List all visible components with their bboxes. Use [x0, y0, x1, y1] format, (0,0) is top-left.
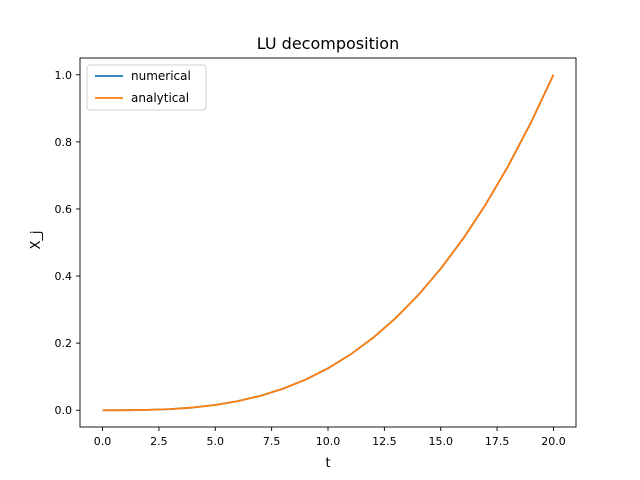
y-tick-label: 0.2 [55, 337, 73, 350]
x-tick-label: 15.0 [428, 435, 453, 448]
x-tick-label: 0.0 [94, 435, 112, 448]
y-tick-label: 0.6 [55, 203, 73, 216]
legend: numerical analytical [86, 64, 207, 111]
series-line-numerical [102, 74, 555, 412]
x-tick-label: 5.0 [207, 435, 225, 448]
axes-frame [79, 57, 577, 428]
x-tick-label: 20.0 [541, 435, 566, 448]
x-tick-label: 17.5 [485, 435, 510, 448]
x-tick-label: 10.0 [316, 435, 341, 448]
x-tick-label: 7.5 [263, 435, 281, 448]
series-line-analytical [102, 74, 555, 412]
y-tick-label: 0.4 [55, 270, 73, 283]
chart-title: LU decomposition [257, 34, 399, 53]
plot-area: 0.0 2.5 5.0 7.5 10.0 12.5 15.0 17.5 20.0 0.0 0.2 0.… [55, 57, 577, 448]
y-axis-label: X_j [29, 230, 44, 249]
y-tick-label: 0.8 [55, 136, 73, 149]
legend-label-numerical: numerical [131, 69, 191, 83]
x-tick-label: 12.5 [372, 435, 397, 448]
legend-label-analytical: analytical [131, 91, 189, 105]
y-tick-label: 1.0 [55, 69, 73, 82]
x-axis-label: t [325, 456, 330, 471]
x-tick-label: 2.5 [150, 435, 168, 448]
y-tick-label: 0.0 [55, 404, 73, 417]
